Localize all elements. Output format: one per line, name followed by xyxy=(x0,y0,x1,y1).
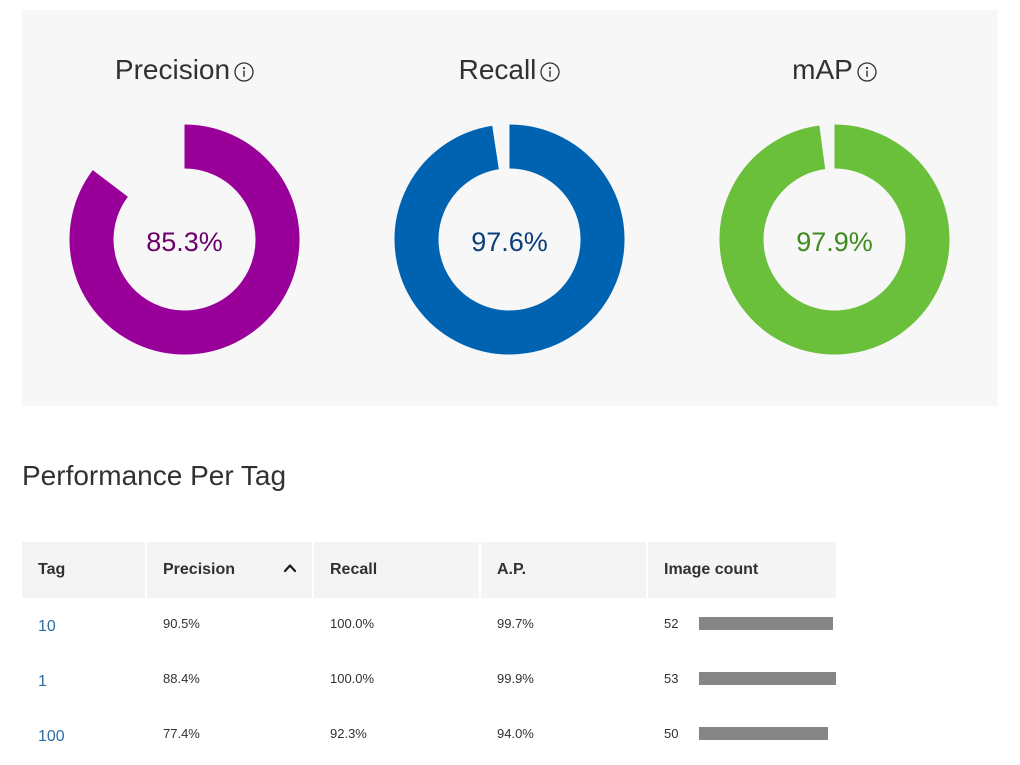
column-header-precision[interactable]: Precision xyxy=(147,542,314,598)
count-wrap: 50 xyxy=(664,726,836,741)
ap-cell: 99.7% xyxy=(497,616,534,631)
precision-donut: 85.3% xyxy=(69,124,300,355)
ap-cell: 94.0% xyxy=(497,726,534,741)
image-count-cell: 53 xyxy=(648,653,836,708)
image-count-bar xyxy=(699,617,833,630)
recall-donut: 97.6% xyxy=(394,124,625,355)
column-header-tag[interactable]: Tag xyxy=(22,542,147,598)
ap-cell: 99.9% xyxy=(497,671,534,686)
metrics-panel: Precision 85.3% Recall 97.6% mAP 97.9% xyxy=(22,10,998,406)
donut-arc xyxy=(69,124,300,355)
metric-value: 85.3% xyxy=(146,227,223,257)
column-header-label: Precision xyxy=(163,561,236,578)
image-count-bar xyxy=(699,727,828,740)
metric-value: 97.6% xyxy=(471,227,548,257)
metric-recall: Recall 97.6% xyxy=(347,10,672,406)
performance-table: Tag Precision Recall A.P. Image count 10… xyxy=(22,542,836,763)
donut-arc xyxy=(394,124,625,355)
metric-label: Recall xyxy=(458,54,537,85)
metric-label: mAP xyxy=(792,54,853,85)
metric-title: Recall xyxy=(347,52,672,88)
info-icon[interactable] xyxy=(540,62,561,82)
tag-link[interactable]: 100 xyxy=(38,728,65,745)
table-header-row: Tag Precision Recall A.P. Image count xyxy=(22,542,836,598)
image-count-cell: 50 xyxy=(648,708,836,763)
metric-title: Precision xyxy=(22,52,347,88)
image-count-bar xyxy=(699,672,836,685)
table-row: 1 88.4% 100.0% 99.9% 53 xyxy=(22,653,836,708)
tag-link[interactable]: 1 xyxy=(38,673,47,690)
precision-cell: 90.5% xyxy=(163,616,200,631)
recall-cell: 92.3% xyxy=(330,726,367,741)
info-icon[interactable] xyxy=(234,62,254,82)
precision-cell: 77.4% xyxy=(163,726,200,741)
table-row: 100 77.4% 92.3% 94.0% 50 xyxy=(22,708,836,763)
count-wrap: 52 xyxy=(664,616,836,631)
image-count-value: 53 xyxy=(664,671,679,686)
precision-cell: 88.4% xyxy=(163,671,200,686)
section-title: Performance Per Tag xyxy=(22,460,287,491)
donut-arc xyxy=(719,124,950,355)
metric-title: mAP xyxy=(672,52,997,88)
metric-value: 97.9% xyxy=(796,227,873,257)
image-count-cell: 52 xyxy=(648,598,836,653)
recall-cell: 100.0% xyxy=(330,616,375,631)
map-donut: 97.9% xyxy=(719,124,950,355)
column-header-ap[interactable]: A.P. xyxy=(481,542,648,598)
image-count-value: 52 xyxy=(664,616,679,631)
tag-cell: 1 xyxy=(22,653,147,708)
metric-map: mAP 97.9% xyxy=(672,10,997,406)
tag-link[interactable]: 10 xyxy=(38,618,56,635)
chevron-up-icon[interactable] xyxy=(282,560,298,576)
info-icon[interactable] xyxy=(857,62,877,82)
tag-cell: 100 xyxy=(22,708,147,763)
count-wrap: 53 xyxy=(664,671,836,686)
table-row: 10 90.5% 100.0% 99.7% 52 xyxy=(22,598,836,653)
image-count-value: 50 xyxy=(664,726,679,741)
recall-cell: 100.0% xyxy=(330,671,375,686)
tag-cell: 10 xyxy=(22,598,147,653)
column-header-recall[interactable]: Recall xyxy=(314,542,481,598)
column-header-image-count[interactable]: Image count xyxy=(648,542,836,598)
metric-precision: Precision 85.3% xyxy=(22,10,347,406)
metric-label: Precision xyxy=(114,54,231,85)
